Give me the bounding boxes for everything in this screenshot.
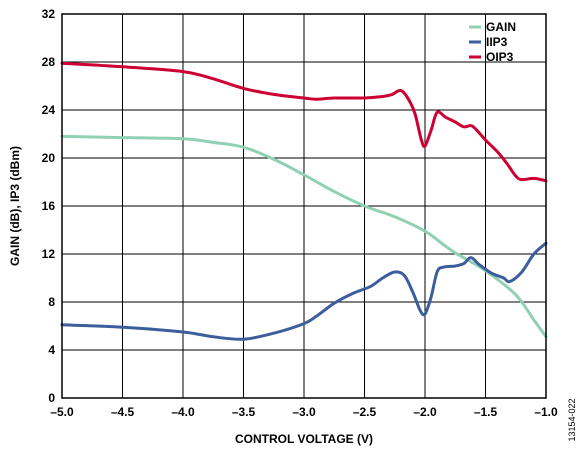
- y-tick-label: 24: [42, 103, 56, 117]
- x-tick-label: –2.0: [413, 405, 437, 419]
- y-tick-label: 28: [42, 55, 56, 69]
- gridlines: [61, 13, 547, 399]
- y-tick-label: 16: [42, 199, 56, 213]
- y-tick-label: 12: [42, 247, 56, 261]
- series-lines: [60, 61, 548, 341]
- legend-label-iip3: IIP3: [486, 35, 508, 49]
- legend-label-gain: GAIN: [486, 20, 516, 34]
- x-tick-label: –4.5: [111, 405, 135, 419]
- y-tick-labels: 0 4 8 12 16 20 24 28 32: [42, 7, 56, 405]
- y-tick-label: 8: [48, 295, 55, 309]
- x-tick-label: –3.5: [232, 405, 256, 419]
- y-tick-label: 20: [42, 151, 56, 165]
- y-tick-label: 0: [48, 391, 55, 405]
- series-line-gain: [60, 134, 548, 339]
- y-axis-label: GAIN (dB), IP3 (dBm): [8, 146, 22, 266]
- x-axis-label: CONTROL VOLTAGE (V): [235, 432, 373, 446]
- x-tick-label: –4.0: [171, 405, 195, 419]
- legend-label-oip3: OIP3: [486, 50, 514, 64]
- x-tick-label: –2.5: [353, 405, 377, 419]
- x-tick-label: –1.0: [534, 405, 558, 419]
- series-line-oip3: [60, 61, 548, 183]
- plot-frame: [61, 13, 547, 399]
- x-tick-labels: –5.0 –4.5 –4.0 –3.5 –3.0 –2.5 –2.0 –1.5 –1.0: [50, 405, 558, 419]
- y-tick-label: 32: [42, 7, 56, 21]
- figure-id-label: 13154-022: [567, 398, 577, 441]
- x-tick-label: –1.5: [474, 405, 498, 419]
- y-tick-label: 4: [48, 343, 55, 357]
- series-line-iip3: [60, 241, 548, 341]
- x-tick-label: –5.0: [50, 405, 74, 419]
- x-tick-label: –3.0: [292, 405, 316, 419]
